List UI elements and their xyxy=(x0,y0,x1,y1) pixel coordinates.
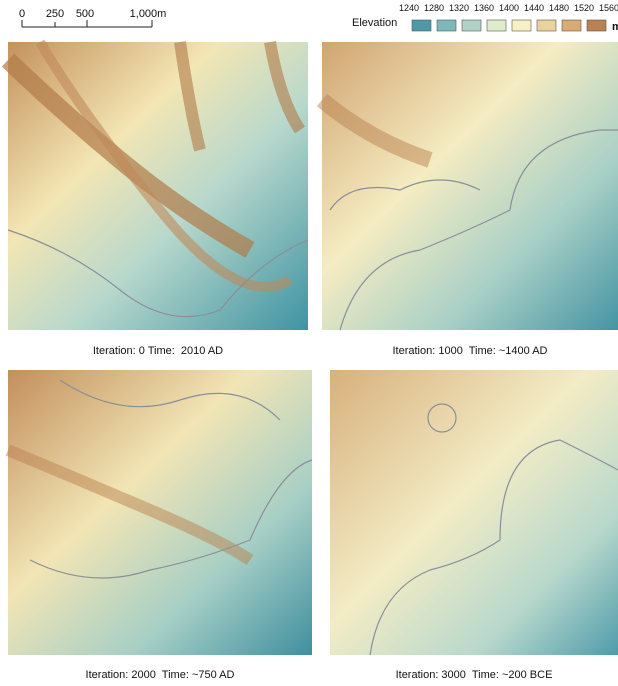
legend: Elevation 1240 1280 1320 1360 1400 1440 1480 15… xyxy=(352,3,618,33)
map-panel xyxy=(330,370,618,655)
legend-swatch xyxy=(587,20,606,31)
figure: 0 250 500 1,000m Elevation 1240 1280 1320 1… xyxy=(0,0,618,686)
scale-label: 1,000m xyxy=(130,8,167,20)
legend-label: 1520 xyxy=(574,3,594,13)
legend-swatch xyxy=(512,20,531,31)
legend-swatch xyxy=(412,20,431,31)
legend-swatch xyxy=(462,20,481,31)
map-panel xyxy=(8,42,308,330)
scale-label: 250 xyxy=(46,8,64,20)
legend-label: 1280 xyxy=(424,3,444,13)
scale-label: 500 xyxy=(76,8,94,20)
legend-swatch xyxy=(437,20,456,31)
legend-label: 1360 xyxy=(474,3,494,13)
scale-bar: 0 250 500 1,000m xyxy=(19,8,166,27)
scale-label: 0 xyxy=(19,8,25,20)
legend-label: 1320 xyxy=(449,3,469,13)
legend-label: 1480 xyxy=(549,3,569,13)
caption: Iteration: 2000 Time: ~750 AD xyxy=(86,669,235,681)
caption: Iteration: 3000 Time: ~200 BCE xyxy=(396,669,553,681)
legend-swatch xyxy=(562,20,581,31)
legend-unit: m xyxy=(612,21,618,33)
map-panel xyxy=(322,42,618,330)
legend-label: 1560 xyxy=(599,3,618,13)
map-panel xyxy=(8,370,312,655)
caption: Iteration: 0 Time: 2010 AD xyxy=(93,345,223,357)
caption: Iteration: 1000 Time: ~1400 AD xyxy=(392,345,547,357)
legend-swatch xyxy=(537,20,556,31)
legend-label: 1400 xyxy=(499,3,519,13)
legend-swatch xyxy=(487,20,506,31)
legend-label: 1440 xyxy=(524,3,544,13)
legend-title: Elevation xyxy=(352,17,397,29)
legend-label: 1240 xyxy=(399,3,419,13)
